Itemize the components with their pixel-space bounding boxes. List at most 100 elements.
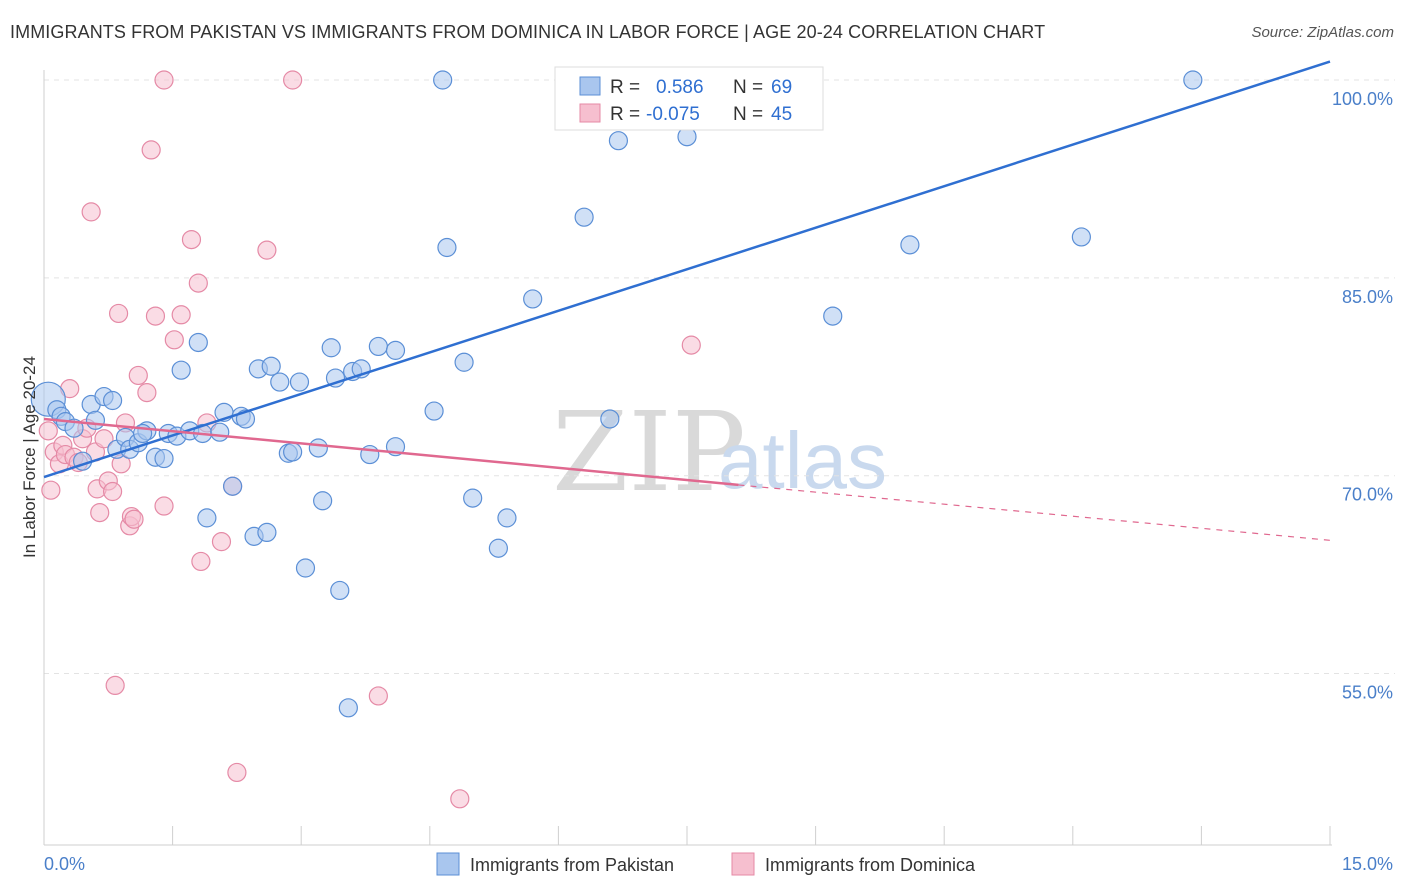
- dominica-trend-line-dashed: [738, 484, 1331, 541]
- dominica-point-37: [211, 532, 232, 552]
- pakistan-point-51: [433, 70, 453, 90]
- dominica-point-39: [227, 762, 247, 783]
- pakistan-point-40: [321, 338, 341, 358]
- stats-dominica-swatch: [579, 103, 601, 123]
- pakistan-point-47: [368, 336, 388, 357]
- dominica-trend-line: [43, 417, 739, 487]
- chart-title: IMMIGRANTS FROM PAKISTAN VS IMMIGRANTS F…: [10, 22, 1046, 42]
- pakistan-point-23: [197, 508, 217, 528]
- pakistan-point-16: [154, 448, 174, 469]
- series-pakistan-points: [30, 70, 1203, 718]
- pakistan-point-35: [283, 442, 303, 462]
- dominica-point-19: [108, 303, 129, 324]
- pakistan-point-53: [454, 352, 474, 372]
- dominica-point-15: [94, 429, 114, 449]
- pakistan-point-65: [823, 306, 843, 326]
- legend-pakistan-swatch: [436, 852, 460, 876]
- dominica-point-18: [105, 675, 125, 696]
- dominica-point-43: [450, 789, 470, 809]
- pakistan-point-39: [313, 491, 333, 511]
- dominica-point-35: [191, 551, 211, 572]
- pakistan-point-66: [1071, 227, 1091, 247]
- dominica-point-30: [154, 496, 174, 516]
- pakistan-point-67: [1183, 70, 1203, 90]
- stats-box: R = 0.586 N = 69 R = -0.075 N = 45: [554, 66, 824, 131]
- dominica-point-28: [145, 306, 166, 326]
- pakistan-point-64: [900, 235, 920, 255]
- stats-dominica-n-label: N =: [733, 104, 763, 125]
- pakistan-point-48: [385, 340, 406, 360]
- watermark-atlas: atlas: [718, 416, 887, 505]
- pakistan-point-21: [188, 332, 208, 353]
- dominica-point-32: [171, 305, 191, 325]
- dominica-point-42: [368, 686, 388, 706]
- pakistan-point-30: [257, 522, 277, 543]
- legend-pakistan-label: Immigrants from Pakistan: [470, 855, 674, 875]
- pakistan-point-56: [497, 508, 517, 528]
- pakistan-point-7: [85, 410, 106, 430]
- dominica-point-17: [102, 481, 123, 502]
- dominica-point-0: [38, 421, 58, 441]
- x-tick-labels: 0.0% 15.0%: [44, 854, 1393, 874]
- stats-pakistan-n-value: 69: [771, 77, 792, 98]
- dominica-point-40: [257, 240, 277, 260]
- pakistan-point-55: [488, 538, 508, 558]
- pakistan-point-59: [600, 409, 620, 429]
- pakistan-point-54: [463, 488, 483, 508]
- x-tick-label-1: 15.0%: [1342, 854, 1393, 874]
- y-tick-label-2: 85.0%: [1342, 287, 1393, 307]
- dominica-point-27: [141, 140, 161, 160]
- dominica-point-33: [181, 229, 202, 250]
- stats-dominica-r-label: R =: [610, 104, 640, 125]
- chart-source: Source: ZipAtlas.com: [1251, 24, 1394, 41]
- stats-dominica-r-value: -0.075: [646, 104, 700, 125]
- dominica-point-26: [137, 382, 157, 403]
- pakistan-point-60: [608, 131, 629, 151]
- pakistan-point-4: [64, 418, 84, 438]
- legend-dominica-label: Immigrants from Dominica: [765, 855, 976, 875]
- pakistan-point-50: [424, 401, 444, 421]
- dominica-point-41: [283, 70, 303, 90]
- dominica-point-29: [154, 70, 174, 90]
- axes: [43, 70, 1332, 846]
- dominica-point-1: [41, 480, 61, 500]
- pakistan-point-37: [295, 558, 316, 578]
- pakistan-trend-line: [43, 60, 1331, 479]
- watermark-zip: ZIP: [552, 388, 746, 516]
- pakistan-point-57: [523, 289, 543, 309]
- pakistan-point-38: [308, 438, 328, 458]
- legend-dominica-swatch: [731, 852, 755, 876]
- dominica-point-34: [188, 273, 208, 293]
- pakistan-point-32: [261, 356, 281, 376]
- dominica-point-24: [124, 509, 144, 529]
- stats-pakistan-r-value: 0.586: [656, 77, 704, 98]
- dominica-point-11: [81, 202, 101, 222]
- dominica-point-44: [681, 335, 701, 355]
- x-tick-marks: [43, 826, 1331, 845]
- y-axis-title: In Labor Force | Age 20-24: [20, 356, 39, 558]
- pakistan-point-33: [270, 372, 290, 392]
- stats-pakistan-swatch: [579, 76, 601, 96]
- stats-pakistan-n-label: N =: [733, 77, 763, 98]
- pakistan-point-9: [102, 390, 123, 411]
- dominica-point-25: [128, 365, 148, 386]
- y-tick-labels: 55.0% 70.0% 85.0% 100.0%: [1332, 89, 1393, 703]
- pakistan-point-52: [437, 237, 457, 258]
- stats-pakistan-r-label: R =: [610, 77, 640, 98]
- stats-dominica-n-value: 45: [771, 104, 792, 125]
- dominica-point-31: [164, 330, 184, 350]
- legend: Immigrants from Pakistan Immigrants from…: [436, 852, 976, 876]
- grid-lines: [44, 79, 1395, 675]
- pakistan-point-24: [210, 422, 230, 442]
- pakistan-point-19: [171, 360, 191, 380]
- pakistan-point-36: [289, 372, 310, 392]
- y-tick-label-1: 70.0%: [1342, 485, 1393, 505]
- y-tick-label-0: 55.0%: [1342, 683, 1393, 703]
- pakistan-point-43: [338, 698, 358, 718]
- pakistan-point-26: [223, 476, 243, 496]
- y-tick-label-3: 100.0%: [1332, 89, 1393, 109]
- trend-lines: [43, 60, 1331, 541]
- pakistan-point-58: [574, 207, 594, 227]
- dominica-point-14: [90, 503, 110, 523]
